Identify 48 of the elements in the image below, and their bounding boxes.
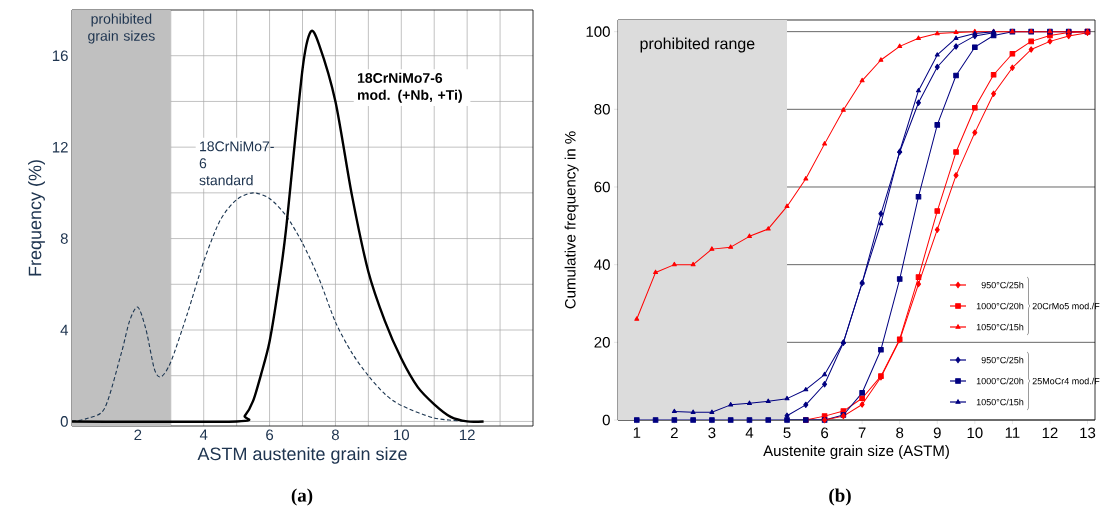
annotation: 25MoCr4 mod./F (1032, 377, 1100, 385)
y-tick-label: 4 (60, 324, 69, 336)
x-tick-label: 6 (266, 429, 274, 441)
x-tick-label: 6 (821, 427, 829, 439)
x-tick-label: 13 (1080, 427, 1096, 439)
x-tick-label: 11 (1005, 427, 1020, 438)
y-tick-label: 0 (602, 414, 610, 426)
x-tick-label: 4 (745, 427, 754, 438)
y-tick-label: 12 (52, 141, 68, 153)
band-label: prohibited grain sizes (88, 13, 155, 44)
y-axis-title: Frequency (%) (28, 160, 45, 276)
y-tick-label: 40 (594, 259, 610, 270)
series-label: 18CrNiMo7-6 standard (199, 141, 274, 186)
legend-label: 950°C/25h (981, 281, 1024, 289)
x-tick-label: 2 (670, 427, 678, 439)
y-axis-title: Cumulative frequency in % (564, 131, 579, 309)
y-tick-label: 100 (586, 26, 610, 37)
x-tick-label: 3 (708, 427, 716, 439)
y-tick-label: 0 (60, 416, 68, 427)
legend-label: 950°C/25h (981, 356, 1024, 364)
legend-label: 1050°C/15h (976, 323, 1024, 331)
x-tick-label: 10 (967, 427, 983, 439)
text: (b) (829, 488, 851, 506)
x-axis-title: ASTM austenite grain size (197, 447, 407, 464)
legend-label: 1000°C/20h (976, 302, 1024, 310)
x-tick-label: 2 (134, 429, 142, 441)
x-tick-label: 5 (783, 427, 791, 438)
x-tick-label: 7 (858, 427, 866, 438)
text: (a) (291, 488, 313, 506)
x-tick-label: 12 (459, 429, 475, 441)
band-label: prohibited range (640, 37, 755, 53)
x-tick-label: 8 (896, 427, 904, 439)
y-tick-label: 60 (594, 181, 610, 193)
y-tick-label: 80 (594, 104, 610, 115)
y-tick-label: 8 (60, 233, 68, 244)
legend-label: 1050°C/15h (976, 398, 1024, 406)
x-tick-label: 1 (633, 427, 641, 438)
y-tick-label: 20 (594, 337, 610, 348)
annotation: 20CrMo5 mod./F (1032, 302, 1100, 310)
x-tick-label: 9 (933, 427, 941, 439)
x-tick-label: 12 (1042, 427, 1058, 439)
x-axis-title: Austenite grain size (ASTM) (763, 445, 949, 459)
x-tick-label: 8 (331, 429, 339, 441)
x-tick-label: 10 (394, 429, 410, 441)
legend-label: 1000°C/20h (976, 377, 1024, 385)
series-label: 18CrNiMo7-6 mod. (+Nb, +Ti) (357, 72, 462, 103)
y-tick-label: 16 (52, 50, 68, 62)
x-tick-label: 4 (199, 429, 208, 440)
